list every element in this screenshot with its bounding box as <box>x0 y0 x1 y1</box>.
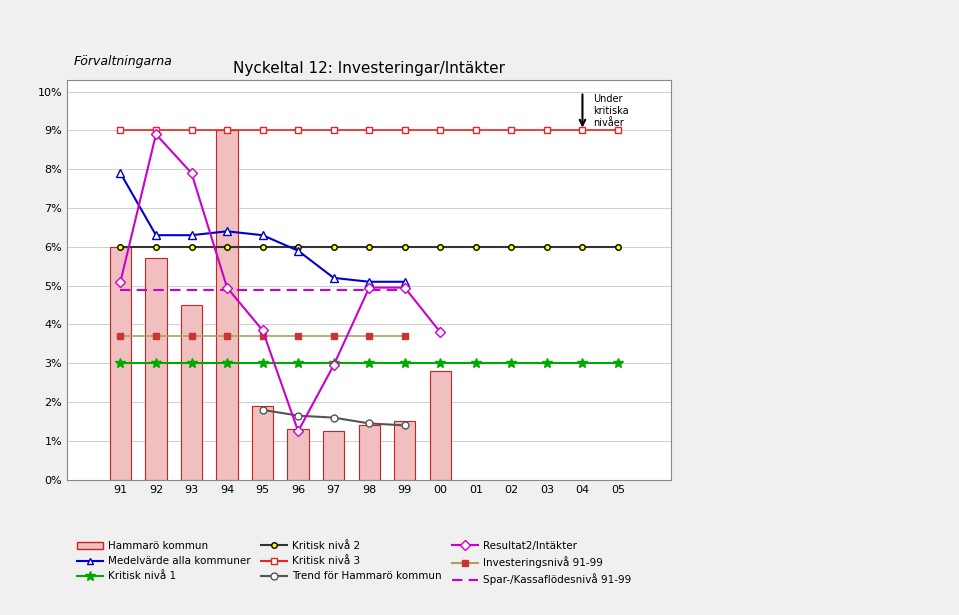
Text: Under
kritiska
nivåer: Under kritiska nivåer <box>593 94 629 127</box>
Bar <box>109 247 131 480</box>
Bar <box>146 258 167 480</box>
Bar <box>323 431 344 480</box>
Bar <box>181 305 202 480</box>
Bar <box>252 406 273 480</box>
Bar <box>430 371 451 480</box>
Bar <box>359 426 380 480</box>
Legend: Hammarö kommun, Medelvärde alla kommuner, Kritisk nivå 1, Kritisk nivå 2, Kritis: Hammarö kommun, Medelvärde alla kommuner… <box>72 537 636 589</box>
Bar <box>288 429 309 480</box>
Text: Förvaltningarna: Förvaltningarna <box>73 55 172 68</box>
Title: Nyckeltal 12: Investeringar/Intäkter: Nyckeltal 12: Investeringar/Intäkter <box>233 61 505 76</box>
Bar <box>394 421 415 480</box>
Bar <box>217 130 238 480</box>
